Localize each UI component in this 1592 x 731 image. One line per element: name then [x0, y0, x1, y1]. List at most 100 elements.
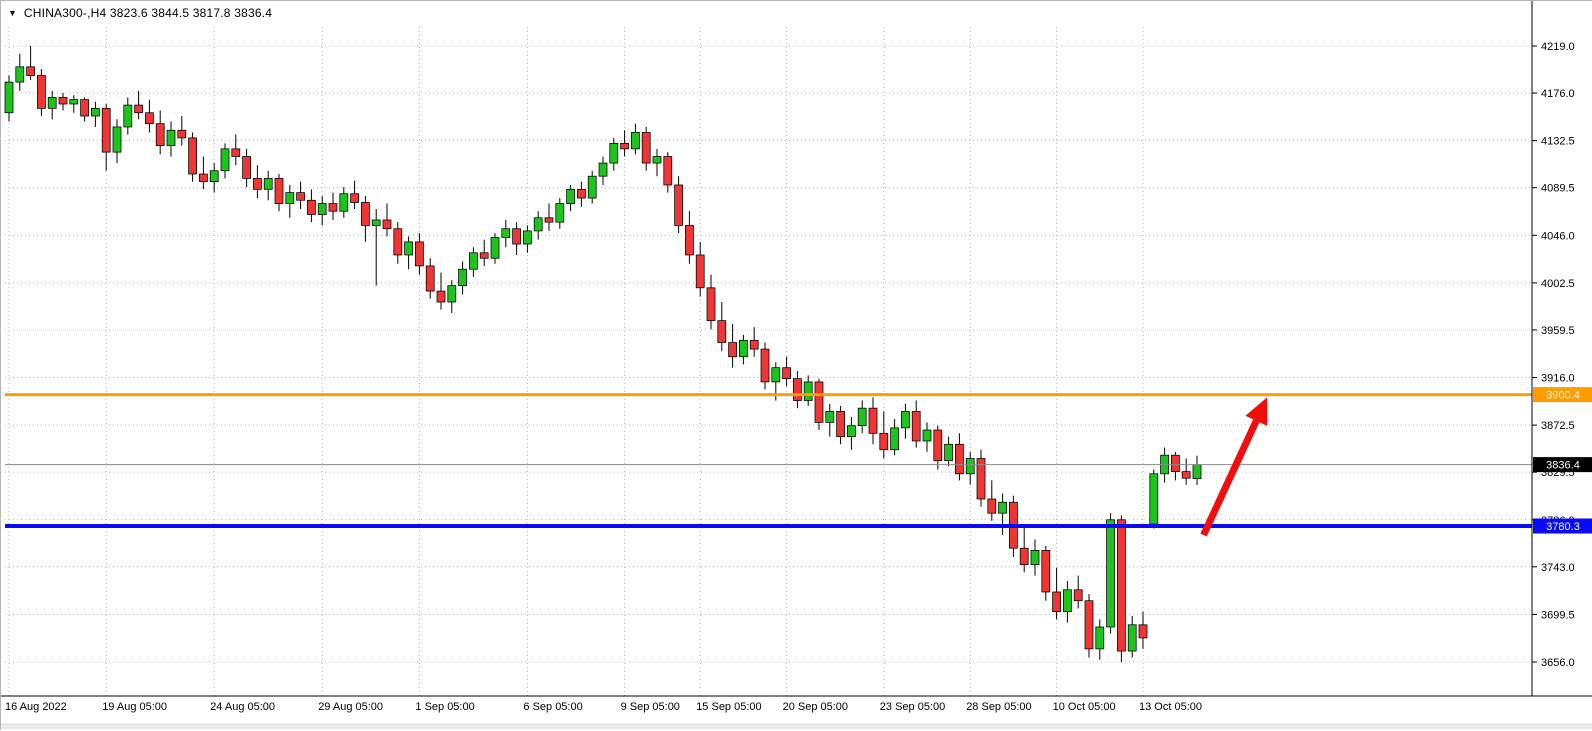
candle-body: [317, 203, 327, 215]
candle-body: [501, 228, 511, 238]
candle-body: [933, 429, 943, 462]
candle-body: [814, 381, 824, 423]
candle-body: [533, 217, 543, 232]
candle-body: [253, 178, 262, 190]
price-axis-label: 4046.0: [1541, 230, 1575, 242]
candle-body: [479, 252, 489, 259]
symbol-dropdown-icon[interactable]: ▼: [8, 7, 17, 18]
candle-body: [350, 193, 359, 203]
candle-body: [998, 501, 1007, 514]
time-axis-label: 6 Sep 05:00: [523, 701, 582, 713]
candle-body: [4, 81, 14, 114]
candle-body: [328, 203, 338, 212]
price-axis-label: 3699.5: [1541, 609, 1575, 621]
time-axis-label: 9 Sep 05:00: [621, 701, 680, 713]
candle-body: [1073, 589, 1083, 602]
candle-body: [836, 411, 845, 437]
price-axis-label: 3743.0: [1541, 562, 1575, 574]
candle-body: [695, 254, 705, 289]
support-line-price-tag: [1533, 518, 1592, 534]
candle-body: [263, 178, 273, 190]
trend-arrow-head[interactable]: [1245, 397, 1268, 426]
candle-body: [371, 219, 381, 226]
resistance-line-price-tag: [1533, 387, 1592, 403]
candle-body: [674, 184, 683, 226]
candle-body: [69, 99, 79, 105]
candle-body: [1084, 600, 1094, 650]
price-axis-label: 4219.0: [1541, 41, 1575, 53]
candle-body: [901, 411, 910, 429]
candle-body: [685, 225, 694, 256]
candle-body: [976, 458, 986, 500]
time-axis-label: 28 Sep 05:00: [966, 701, 1031, 713]
candle-body: [123, 104, 133, 128]
candle-body: [523, 230, 532, 245]
time-axis-label: 13 Oct 05:00: [1139, 701, 1202, 713]
candle-body: [458, 268, 467, 286]
candle-body: [1149, 473, 1159, 525]
candle-body: [782, 367, 791, 379]
time-axis-label: 15 Sep 05:00: [696, 701, 761, 713]
price-axis-label: 3656.0: [1541, 657, 1575, 669]
candle-body: [26, 66, 35, 76]
candle-body: [155, 123, 165, 146]
time-axis-label: 29 Aug 05:00: [318, 701, 383, 713]
candle-body: [37, 75, 46, 109]
candle-body: [803, 381, 813, 401]
candle-body: [177, 129, 187, 139]
support-line-price-tag-label: 3780.3: [1546, 521, 1580, 533]
candle-body: [631, 132, 640, 150]
candle-body: [296, 192, 305, 201]
candle-body: [1041, 550, 1051, 593]
candle-body: [717, 320, 727, 343]
candle-body: [1030, 550, 1040, 565]
candle-body: [1192, 464, 1202, 479]
candle-body: [469, 252, 478, 270]
price-axis-label: 4176.0: [1541, 88, 1575, 100]
candle-body: [1052, 591, 1061, 613]
resistance-line-price-tag-label: 3900.4: [1546, 390, 1580, 402]
candle-body: [890, 427, 899, 451]
candle-body: [80, 99, 89, 117]
candle-body: [1138, 624, 1148, 639]
candle-body: [112, 126, 122, 153]
candle-body: [1127, 624, 1137, 652]
candle-body: [609, 143, 619, 164]
candle-body: [965, 458, 975, 475]
candle-body: [447, 285, 457, 303]
price-axis-label: 3872.5: [1541, 420, 1575, 432]
candle-body: [760, 348, 770, 383]
candle-body: [490, 237, 500, 259]
candle-body: [339, 193, 349, 212]
candle-body: [199, 173, 208, 183]
candle-body: [393, 228, 403, 256]
candle-body: [1019, 547, 1029, 565]
candle-body: [911, 411, 921, 442]
candle-body: [868, 407, 878, 434]
candle-body: [706, 287, 716, 322]
candle-body: [242, 156, 251, 179]
candle-body: [361, 202, 370, 226]
candle-body: [1106, 519, 1115, 628]
candle-body: [188, 137, 197, 175]
candle-body: [793, 378, 802, 401]
candle-body: [652, 156, 662, 164]
candle-body: [134, 104, 143, 114]
candle-body: [879, 432, 889, 451]
price-axis-label: 3916.0: [1541, 373, 1575, 385]
candle-body: [145, 112, 154, 125]
candle-body: [15, 66, 25, 83]
candle-body: [1171, 454, 1180, 472]
candle-body: [47, 97, 57, 109]
chart-title: CHINA300-,H4 3823.6 3844.5 3817.8 3836.4: [23, 6, 273, 20]
time-axis-label: 23 Sep 05:00: [880, 701, 945, 713]
candle-body: [101, 107, 111, 153]
trend-arrow-shaft[interactable]: [1200, 419, 1260, 537]
current-price-line-price-tag-label: 3836.4: [1546, 460, 1580, 472]
candle-body: [1117, 519, 1126, 652]
candle-body: [663, 156, 673, 186]
window-bottom-edge: [1, 723, 1592, 729]
price-axis-label: 4132.5: [1541, 136, 1575, 148]
